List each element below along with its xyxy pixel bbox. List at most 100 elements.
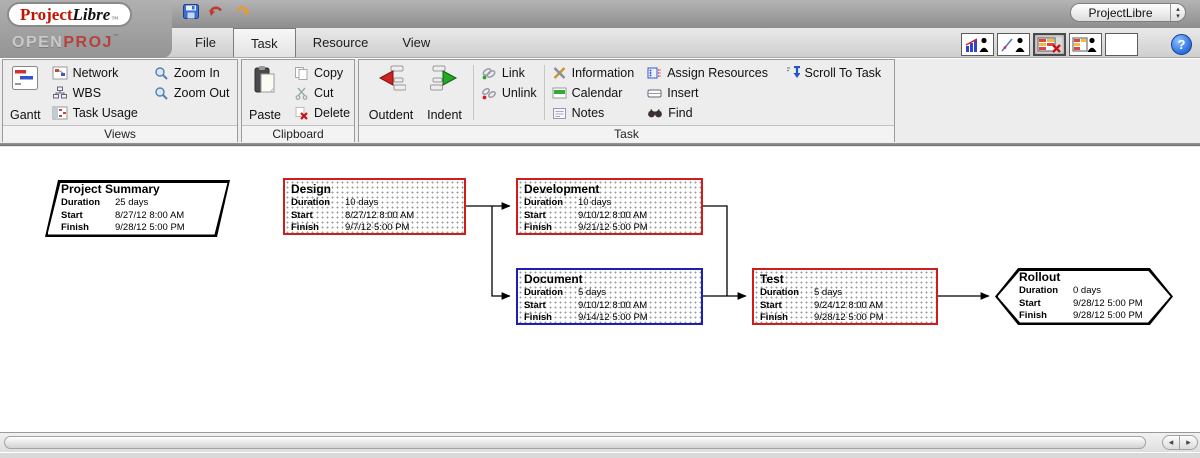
zoom-in-button[interactable]: Zoom In (151, 63, 233, 83)
field-label-start: Start (1019, 297, 1041, 309)
zoom-in-label: Zoom In (173, 66, 220, 80)
task-start: 9/10/12 8:00 AM (578, 209, 648, 221)
network-button[interactable]: Network (49, 63, 141, 83)
find-label: Find (668, 106, 693, 120)
insert-icon (647, 89, 662, 97)
field-label-finish: Finish (524, 222, 552, 233)
redo-icon[interactable] (232, 3, 250, 20)
histogram-view-button[interactable] (961, 33, 994, 56)
link-button[interactable]: Link (478, 63, 540, 83)
scroll-left-icon: ◂ (1168, 437, 1174, 447)
tab-view[interactable]: View (385, 28, 447, 57)
tab-file-label: File (195, 35, 216, 50)
zoom-out-button[interactable]: Zoom Out (151, 83, 233, 103)
resource-table-view-button[interactable] (1069, 33, 1102, 56)
task-node-development[interactable]: Development Duration 10 days Start 9/10/12… (516, 178, 703, 235)
copy-label: Copy (313, 66, 344, 80)
task-title: Document (524, 272, 583, 286)
scroll-to-task-icon (786, 66, 800, 78)
stepper-up-icon: ▴ (1176, 5, 1180, 13)
task-node-document[interactable]: Document Duration 5 days Start 9/10/12 8:0… (516, 268, 703, 325)
project-selector-stepper[interactable]: ▴ ▾ (1170, 4, 1185, 21)
delete-button[interactable]: Delete (291, 103, 353, 123)
unlink-icon (481, 88, 496, 100)
scroll-to-task-button[interactable]: Scroll To Task (782, 63, 891, 83)
ribbon-group-views: Gantt Network WBS Task Usage (2, 59, 238, 142)
save-icon[interactable] (182, 3, 200, 20)
outdent-button[interactable]: Outdent (362, 62, 420, 123)
openproj-trademark: ™ (112, 34, 121, 40)
task-node-rollout[interactable]: Rollout Duration 0 days Start 9/28/12 5:00… (995, 268, 1173, 325)
logo-panel: Project Libre ™ OPENPROJ™ (0, 0, 172, 58)
tab-view-label: View (402, 35, 431, 50)
task-node-test[interactable]: Test Duration 5 days Start 9/24/12 8:00 AM… (752, 268, 938, 325)
assign-resources-button[interactable]: Assign Resources (644, 63, 781, 83)
gantt-icon (12, 66, 39, 90)
gantt-button[interactable]: Gantt (6, 62, 45, 123)
tab-file[interactable]: File (178, 28, 233, 57)
task-title: Test (760, 272, 784, 286)
zoom-in-icon (155, 67, 168, 80)
task-duration: 0 days (1073, 285, 1101, 296)
horizontal-scrollbar[interactable]: ◂ ▸ (0, 432, 1200, 452)
task-title: Design (291, 182, 332, 196)
paste-label: Paste (249, 108, 281, 122)
scrollbar-thumb[interactable] (4, 436, 1146, 449)
task-finish: 9/28/12 5:00 PM (814, 312, 884, 323)
notes-button[interactable]: Notes (549, 103, 645, 123)
cut-button[interactable]: Cut (291, 83, 353, 103)
information-button[interactable]: Information (549, 63, 645, 83)
task-duration: 10 days (345, 197, 379, 208)
quick-access-toolbar (182, 3, 250, 20)
task-node-project-summary[interactable]: Project Summary Duration 25 days Start 8/2… (45, 180, 230, 237)
insert-label: Insert (667, 86, 699, 100)
project-selector[interactable]: ProjectLibre ▴ ▾ (1070, 3, 1186, 22)
find-button[interactable]: Find (644, 103, 781, 123)
copy-button[interactable]: Copy (291, 63, 353, 83)
field-label-duration: Duration (760, 287, 800, 298)
zoom-out-icon (155, 87, 168, 100)
network-view-button[interactable] (1033, 33, 1066, 56)
indent-button[interactable]: Indent (420, 62, 469, 123)
unlink-button[interactable]: Unlink (478, 83, 540, 103)
scroll-right-button[interactable]: ▸ (1180, 435, 1198, 450)
link-icon (482, 68, 496, 80)
field-label-duration: Duration (524, 287, 564, 298)
paste-button[interactable]: Paste (245, 62, 285, 123)
outdent-icon (378, 65, 407, 91)
task-finish: 9/7/12 5:00 PM (345, 222, 410, 233)
cut-icon (295, 87, 308, 100)
find-icon (648, 109, 663, 118)
blank-view-button[interactable] (1105, 33, 1138, 56)
network-diagram-canvas[interactable]: Project Summary Duration 25 days Start 8/2… (0, 147, 1200, 432)
tab-resource[interactable]: Resource (296, 28, 386, 57)
help-icon: ? (1177, 37, 1186, 52)
task-node-design[interactable]: Design Duration 10 days Start 8/27/12 8:00… (283, 178, 466, 235)
help-button[interactable]: ? (1171, 34, 1192, 55)
task-start: 9/10/12 8:00 AM (578, 299, 648, 311)
field-label-duration: Duration (524, 197, 564, 208)
logo-text-libre: Libre (72, 4, 111, 24)
tab-resource-label: Resource (312, 35, 369, 50)
scroll-right-icon: ▸ (1186, 437, 1191, 447)
title-bar: ProjectLibre ▴ ▾ (0, 0, 1200, 28)
cut-label: Cut (313, 86, 334, 100)
clipboard-group-label: Clipboard (242, 125, 354, 142)
field-label-finish: Finish (61, 222, 89, 233)
task-start: 8/27/12 8:00 AM (345, 209, 415, 221)
task-title: Rollout (1019, 270, 1061, 284)
table-person-icon (1072, 37, 1097, 52)
undo-icon[interactable] (207, 3, 225, 20)
ribbon-group-task: Outdent Indent Link Unlink (358, 59, 895, 142)
field-label-start: Start (291, 209, 313, 221)
scroll-left-button[interactable]: ◂ (1162, 435, 1180, 450)
tab-task[interactable]: Task (232, 28, 296, 57)
calendar-button[interactable]: Calendar (549, 83, 645, 103)
task-usage-button[interactable]: Task Usage (49, 103, 141, 123)
field-label-start: Start (760, 299, 782, 311)
insert-button[interactable]: Insert (644, 83, 781, 103)
indent-icon (429, 65, 457, 91)
chart-view-button[interactable] (997, 33, 1030, 56)
task-finish: 9/28/12 5:00 PM (115, 222, 185, 233)
wbs-button[interactable]: WBS (49, 83, 141, 103)
